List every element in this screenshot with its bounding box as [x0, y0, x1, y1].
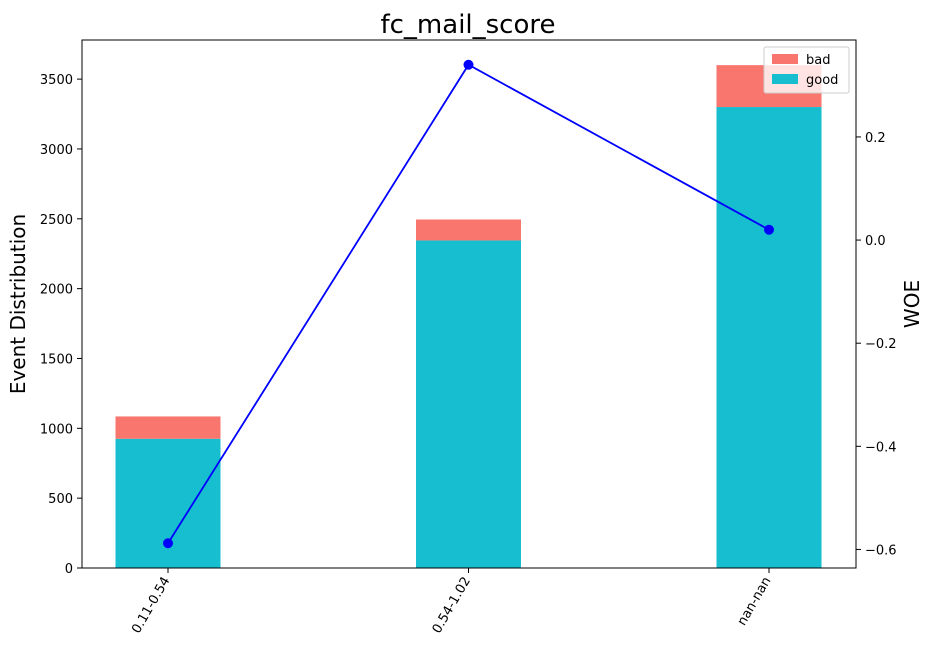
y2-tick-label: −0.2 [865, 337, 897, 352]
y2-tick-label: −0.4 [865, 440, 897, 455]
y-tick-label: 3500 [40, 73, 73, 88]
legend-label-good: good [806, 73, 838, 88]
bar-good-2 [416, 240, 521, 568]
y-tick-label: 1500 [40, 352, 73, 367]
x-tick-label: 0.54-1.02 [430, 575, 474, 637]
bar-bad-1 [115, 416, 221, 439]
woe-point-1 [163, 538, 173, 549]
bar-bad-2 [416, 219, 521, 241]
bar-good-1 [115, 438, 221, 568]
legend: bad good [763, 46, 850, 94]
y-tick-label: 500 [48, 492, 73, 507]
y-axis-title: Event Distribution [6, 214, 30, 394]
x-tick-label: nan-nan [735, 575, 775, 629]
chart-title: fc_mail_score [380, 10, 555, 40]
y2-axis-title: WOE [900, 280, 924, 328]
woe-point-2 [463, 59, 474, 70]
legend-swatch-bad [772, 54, 798, 64]
bar-good-3 [716, 107, 822, 569]
y2-tick-label: −0.6 [865, 543, 897, 558]
y-tick-label: 3000 [40, 143, 73, 158]
y-tick-label: 1000 [40, 422, 73, 437]
x-tick-label: 0.11-0.54 [129, 575, 173, 637]
y-tick-label: 0 [65, 562, 73, 577]
y2-tick-label: 0.2 [865, 131, 886, 146]
woe-point-3 [764, 224, 774, 235]
legend-swatch-good [772, 74, 798, 84]
y-tick-label: 2000 [40, 283, 73, 298]
y2-tick-label: 0.0 [865, 234, 886, 249]
plot-area: 0 500 1000 1500 2000 2500 3000 3500 −0.6 −0.4 −0.2… [40, 39, 897, 637]
y-tick-label: 2500 [40, 213, 73, 228]
legend-label-bad: bad [806, 53, 830, 68]
